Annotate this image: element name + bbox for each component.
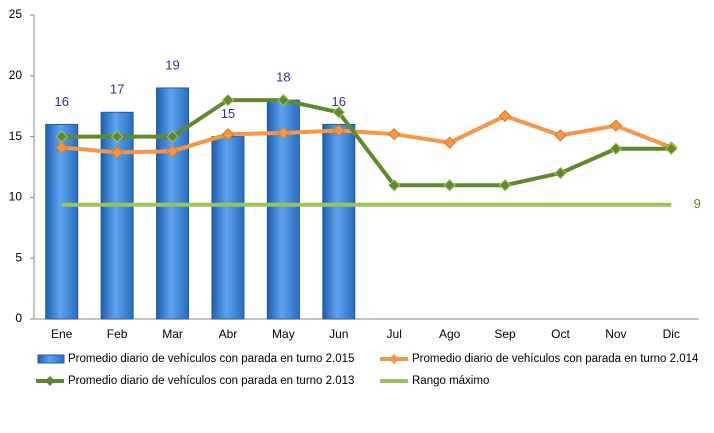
marker bbox=[166, 144, 179, 158]
marker bbox=[443, 179, 456, 192]
marker bbox=[665, 142, 678, 155]
bar bbox=[211, 136, 245, 320]
value-label: 16 bbox=[332, 94, 346, 109]
x-tick-label: Jul bbox=[387, 327, 402, 341]
legend-marker bbox=[45, 376, 55, 386]
marker bbox=[277, 126, 290, 140]
marker bbox=[55, 141, 68, 154]
marker bbox=[498, 109, 512, 123]
x-tick-label: May bbox=[272, 327, 295, 341]
bar bbox=[45, 123, 79, 320]
y-tick-label: 25 bbox=[9, 7, 23, 21]
bar bbox=[100, 111, 134, 320]
marker bbox=[388, 127, 401, 141]
value-label: 15 bbox=[221, 106, 235, 121]
marker bbox=[388, 179, 401, 192]
x-tick-label: Jun bbox=[329, 327, 348, 341]
y-tick-label: 5 bbox=[15, 250, 22, 264]
marker bbox=[277, 93, 290, 107]
marker bbox=[554, 166, 567, 180]
end-label: 9 bbox=[694, 196, 701, 211]
marker bbox=[166, 130, 179, 143]
x-tick-label: Abr bbox=[219, 327, 238, 341]
value-label: 17 bbox=[110, 82, 124, 97]
x-tick-label: Ago bbox=[439, 327, 461, 341]
x-tick-label: Nov bbox=[605, 327, 626, 341]
marker bbox=[498, 179, 512, 192]
x-tick-label: Feb bbox=[107, 327, 128, 341]
marker bbox=[110, 146, 124, 159]
marker bbox=[443, 136, 456, 149]
y-tick-label: 15 bbox=[9, 129, 23, 143]
y-tick-label: 20 bbox=[9, 68, 23, 82]
x-tick-label: Mar bbox=[162, 327, 183, 341]
legend-label: Rango máximo bbox=[412, 375, 489, 387]
marker bbox=[554, 129, 567, 142]
marker bbox=[332, 124, 345, 137]
line bbox=[61, 113, 673, 155]
bar bbox=[322, 123, 356, 320]
marker bbox=[110, 130, 124, 143]
x-tick-label: Sep bbox=[494, 327, 516, 341]
marker bbox=[221, 93, 235, 107]
x-tick-label: Oct bbox=[551, 327, 570, 341]
value-label: 19 bbox=[165, 57, 179, 72]
marker bbox=[221, 127, 235, 141]
legend-label: Promedio diario de vehículos con parada … bbox=[68, 375, 354, 387]
y-tick-label: 10 bbox=[9, 190, 23, 204]
legend-swatch bbox=[37, 354, 65, 364]
marker bbox=[332, 106, 345, 119]
line bbox=[61, 98, 672, 188]
marker bbox=[609, 142, 623, 155]
x-tick-label: Dic bbox=[663, 327, 680, 341]
legend-label: Promedio diario de vehículos con parada … bbox=[68, 353, 354, 365]
marker bbox=[609, 119, 623, 132]
legend-marker bbox=[389, 354, 399, 364]
y-tick-label: 0 bbox=[15, 311, 22, 325]
value-label: 18 bbox=[276, 70, 290, 85]
legend-label: Promedio diario de vehículos con parada … bbox=[412, 353, 699, 365]
marker bbox=[55, 130, 68, 143]
x-tick-label: Ene bbox=[51, 327, 73, 341]
value-label: 16 bbox=[54, 94, 68, 109]
